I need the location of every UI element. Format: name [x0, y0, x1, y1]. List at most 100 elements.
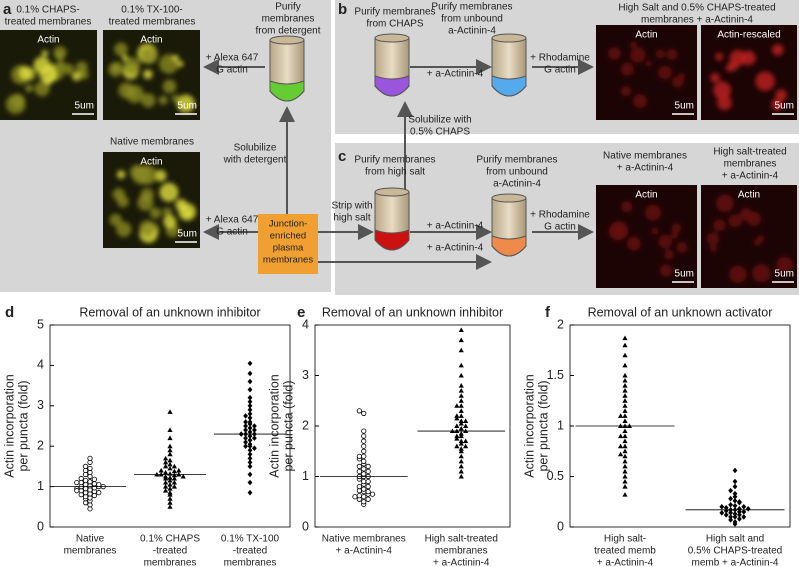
caption: membranes	[262, 14, 315, 25]
dot	[622, 408, 628, 413]
dot	[243, 443, 248, 449]
caption: high salt	[333, 213, 370, 224]
x-tick-label: -treated	[233, 546, 267, 557]
dot	[369, 491, 376, 497]
blob	[123, 57, 141, 75]
dot	[365, 463, 371, 469]
dot	[87, 479, 93, 485]
dot	[356, 453, 362, 459]
tube-pellet	[374, 75, 410, 97]
dot	[458, 458, 464, 464]
dot	[167, 500, 173, 505]
blob	[706, 232, 720, 245]
dot	[622, 473, 628, 479]
dot	[361, 499, 367, 505]
dot	[463, 418, 469, 423]
blob	[171, 94, 180, 103]
blob	[658, 234, 672, 249]
caption: from high salt	[365, 167, 425, 178]
x-tick-label: treated memb	[594, 546, 656, 557]
blob	[658, 65, 672, 80]
dot	[458, 337, 464, 343]
blob	[655, 49, 665, 59]
blob	[620, 62, 634, 76]
dot	[243, 423, 248, 429]
dot	[167, 465, 173, 471]
dot	[458, 425, 464, 431]
caption: Purify membranes	[354, 7, 435, 18]
dot	[458, 388, 464, 393]
x-tick-label: membranes	[64, 546, 117, 557]
dot	[247, 463, 253, 470]
blob	[141, 93, 156, 108]
blob	[172, 54, 179, 62]
dot	[252, 423, 257, 429]
dot	[361, 466, 367, 472]
dot	[74, 488, 80, 494]
tube-pellet	[269, 80, 305, 102]
blob	[121, 54, 128, 61]
dot	[361, 438, 367, 444]
blob	[659, 264, 673, 277]
dot	[622, 335, 628, 341]
y-axis-label: Actin incorporation	[522, 374, 536, 478]
dot	[454, 436, 460, 441]
x-tick-label: -treated	[153, 546, 187, 557]
image-label: Actin	[140, 35, 162, 46]
dot	[361, 443, 367, 449]
dot	[622, 484, 628, 489]
blob	[154, 169, 167, 182]
dot	[618, 443, 624, 449]
dot	[365, 483, 371, 490]
dot	[365, 468, 371, 475]
dot	[454, 433, 460, 439]
caption: a-Actinin-4	[448, 26, 496, 37]
dot	[458, 463, 464, 469]
blob	[149, 207, 162, 219]
micrograph-signal	[706, 194, 793, 284]
dot	[96, 490, 102, 496]
dot	[622, 413, 628, 418]
caption: High Salt and 0.5% CHAPS-treated	[618, 3, 775, 14]
caption: from unbound	[486, 167, 548, 178]
caption: Native membranes	[110, 137, 194, 148]
dot	[732, 478, 738, 485]
dot	[167, 496, 173, 501]
caption: + Rhodamine	[530, 53, 590, 64]
dot	[356, 483, 362, 490]
dot	[180, 473, 186, 479]
dot	[622, 468, 628, 474]
dot	[622, 453, 628, 459]
y-tick-label: 4	[302, 317, 309, 331]
caption: from detergent	[255, 26, 320, 37]
blob	[71, 71, 82, 81]
dot	[737, 516, 742, 522]
blob	[137, 165, 157, 185]
blob	[676, 242, 688, 253]
blob	[114, 42, 128, 57]
dot	[732, 502, 738, 509]
y-tick-label: 0	[302, 519, 309, 533]
micrograph-signal	[5, 46, 89, 115]
blob	[137, 194, 154, 211]
image-label: Actin	[37, 35, 59, 46]
panel-letter: c	[338, 148, 346, 165]
dot	[458, 430, 464, 436]
blob	[756, 235, 765, 243]
x-tick-label: membranes	[224, 558, 277, 567]
dot	[361, 471, 367, 477]
blob	[13, 98, 23, 109]
dot	[167, 443, 173, 449]
scale-label: 5um	[75, 101, 94, 112]
blob	[775, 89, 787, 102]
dot	[458, 438, 464, 444]
micrograph-signal	[608, 201, 688, 277]
dot	[458, 448, 464, 454]
blob	[41, 50, 49, 57]
dot	[732, 511, 738, 517]
caption: + Alexa 647	[206, 215, 259, 226]
dot	[622, 458, 628, 464]
dot	[732, 514, 738, 520]
caption: from unbound	[441, 14, 503, 25]
